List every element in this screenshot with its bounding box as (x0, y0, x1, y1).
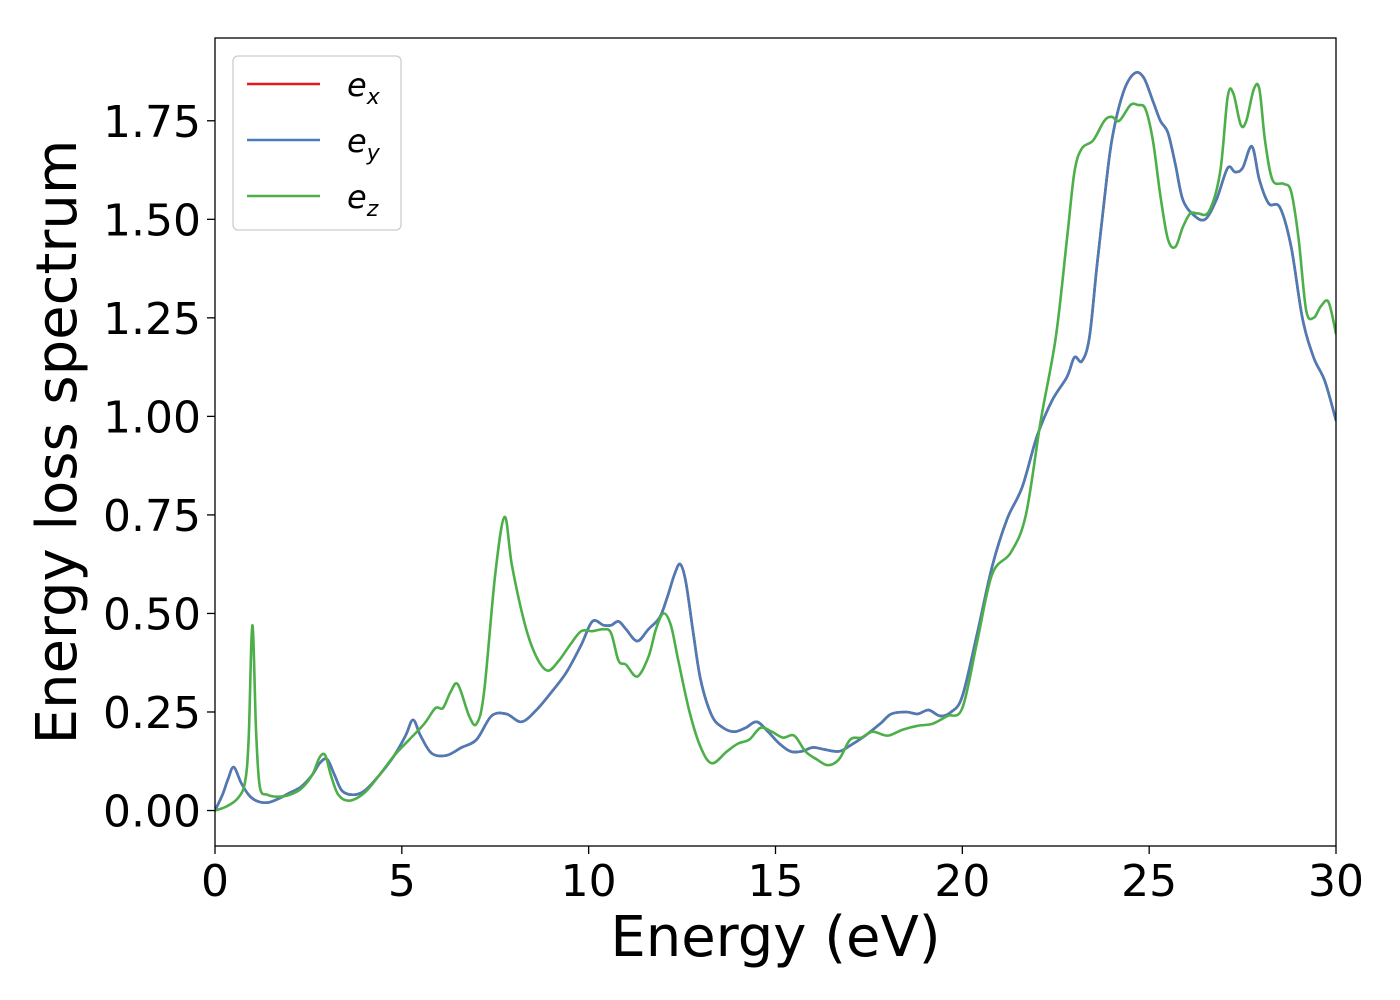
legend-box (232, 55, 402, 231)
y-axis-title: Energy loss spectrum (25, 140, 90, 745)
x-tick-label: 10 (561, 856, 617, 907)
x-tick-label: 25 (1121, 856, 1177, 907)
y-tick-label: 0.00 (103, 787, 201, 838)
legend-label-x: ex (347, 66, 381, 110)
x-tick-label: 30 (1308, 856, 1364, 907)
series-layer (215, 71, 1336, 812)
y-tick-label: 1.75 (103, 97, 201, 148)
y-tick-label: 0.50 (103, 589, 201, 640)
x-tick-label: 0 (201, 856, 229, 907)
y-tick-label: 1.50 (103, 195, 201, 246)
legend-label-y: ey (347, 122, 381, 166)
y-tick-label: 1.00 (103, 392, 201, 443)
y-tick-label: 1.25 (103, 294, 201, 345)
x-axis-title: Energy (eV) (610, 905, 940, 970)
legend: ex ey ez (232, 55, 402, 231)
x-tick-label: 15 (748, 856, 804, 907)
y-axis: 0.00 0.25 0.50 0.75 1.00 1.25 1.50 1.75 (103, 97, 215, 838)
x-tick-label: 5 (388, 856, 416, 907)
y-tick-label: 0.25 (103, 688, 201, 739)
x-tick-label: 20 (934, 856, 990, 907)
y-tick-label: 0.75 (103, 491, 201, 542)
series-line-z (215, 82, 1336, 812)
legend-label-z: ez (347, 178, 379, 222)
x-axis: 0 5 10 15 20 25 30 (201, 846, 1364, 907)
